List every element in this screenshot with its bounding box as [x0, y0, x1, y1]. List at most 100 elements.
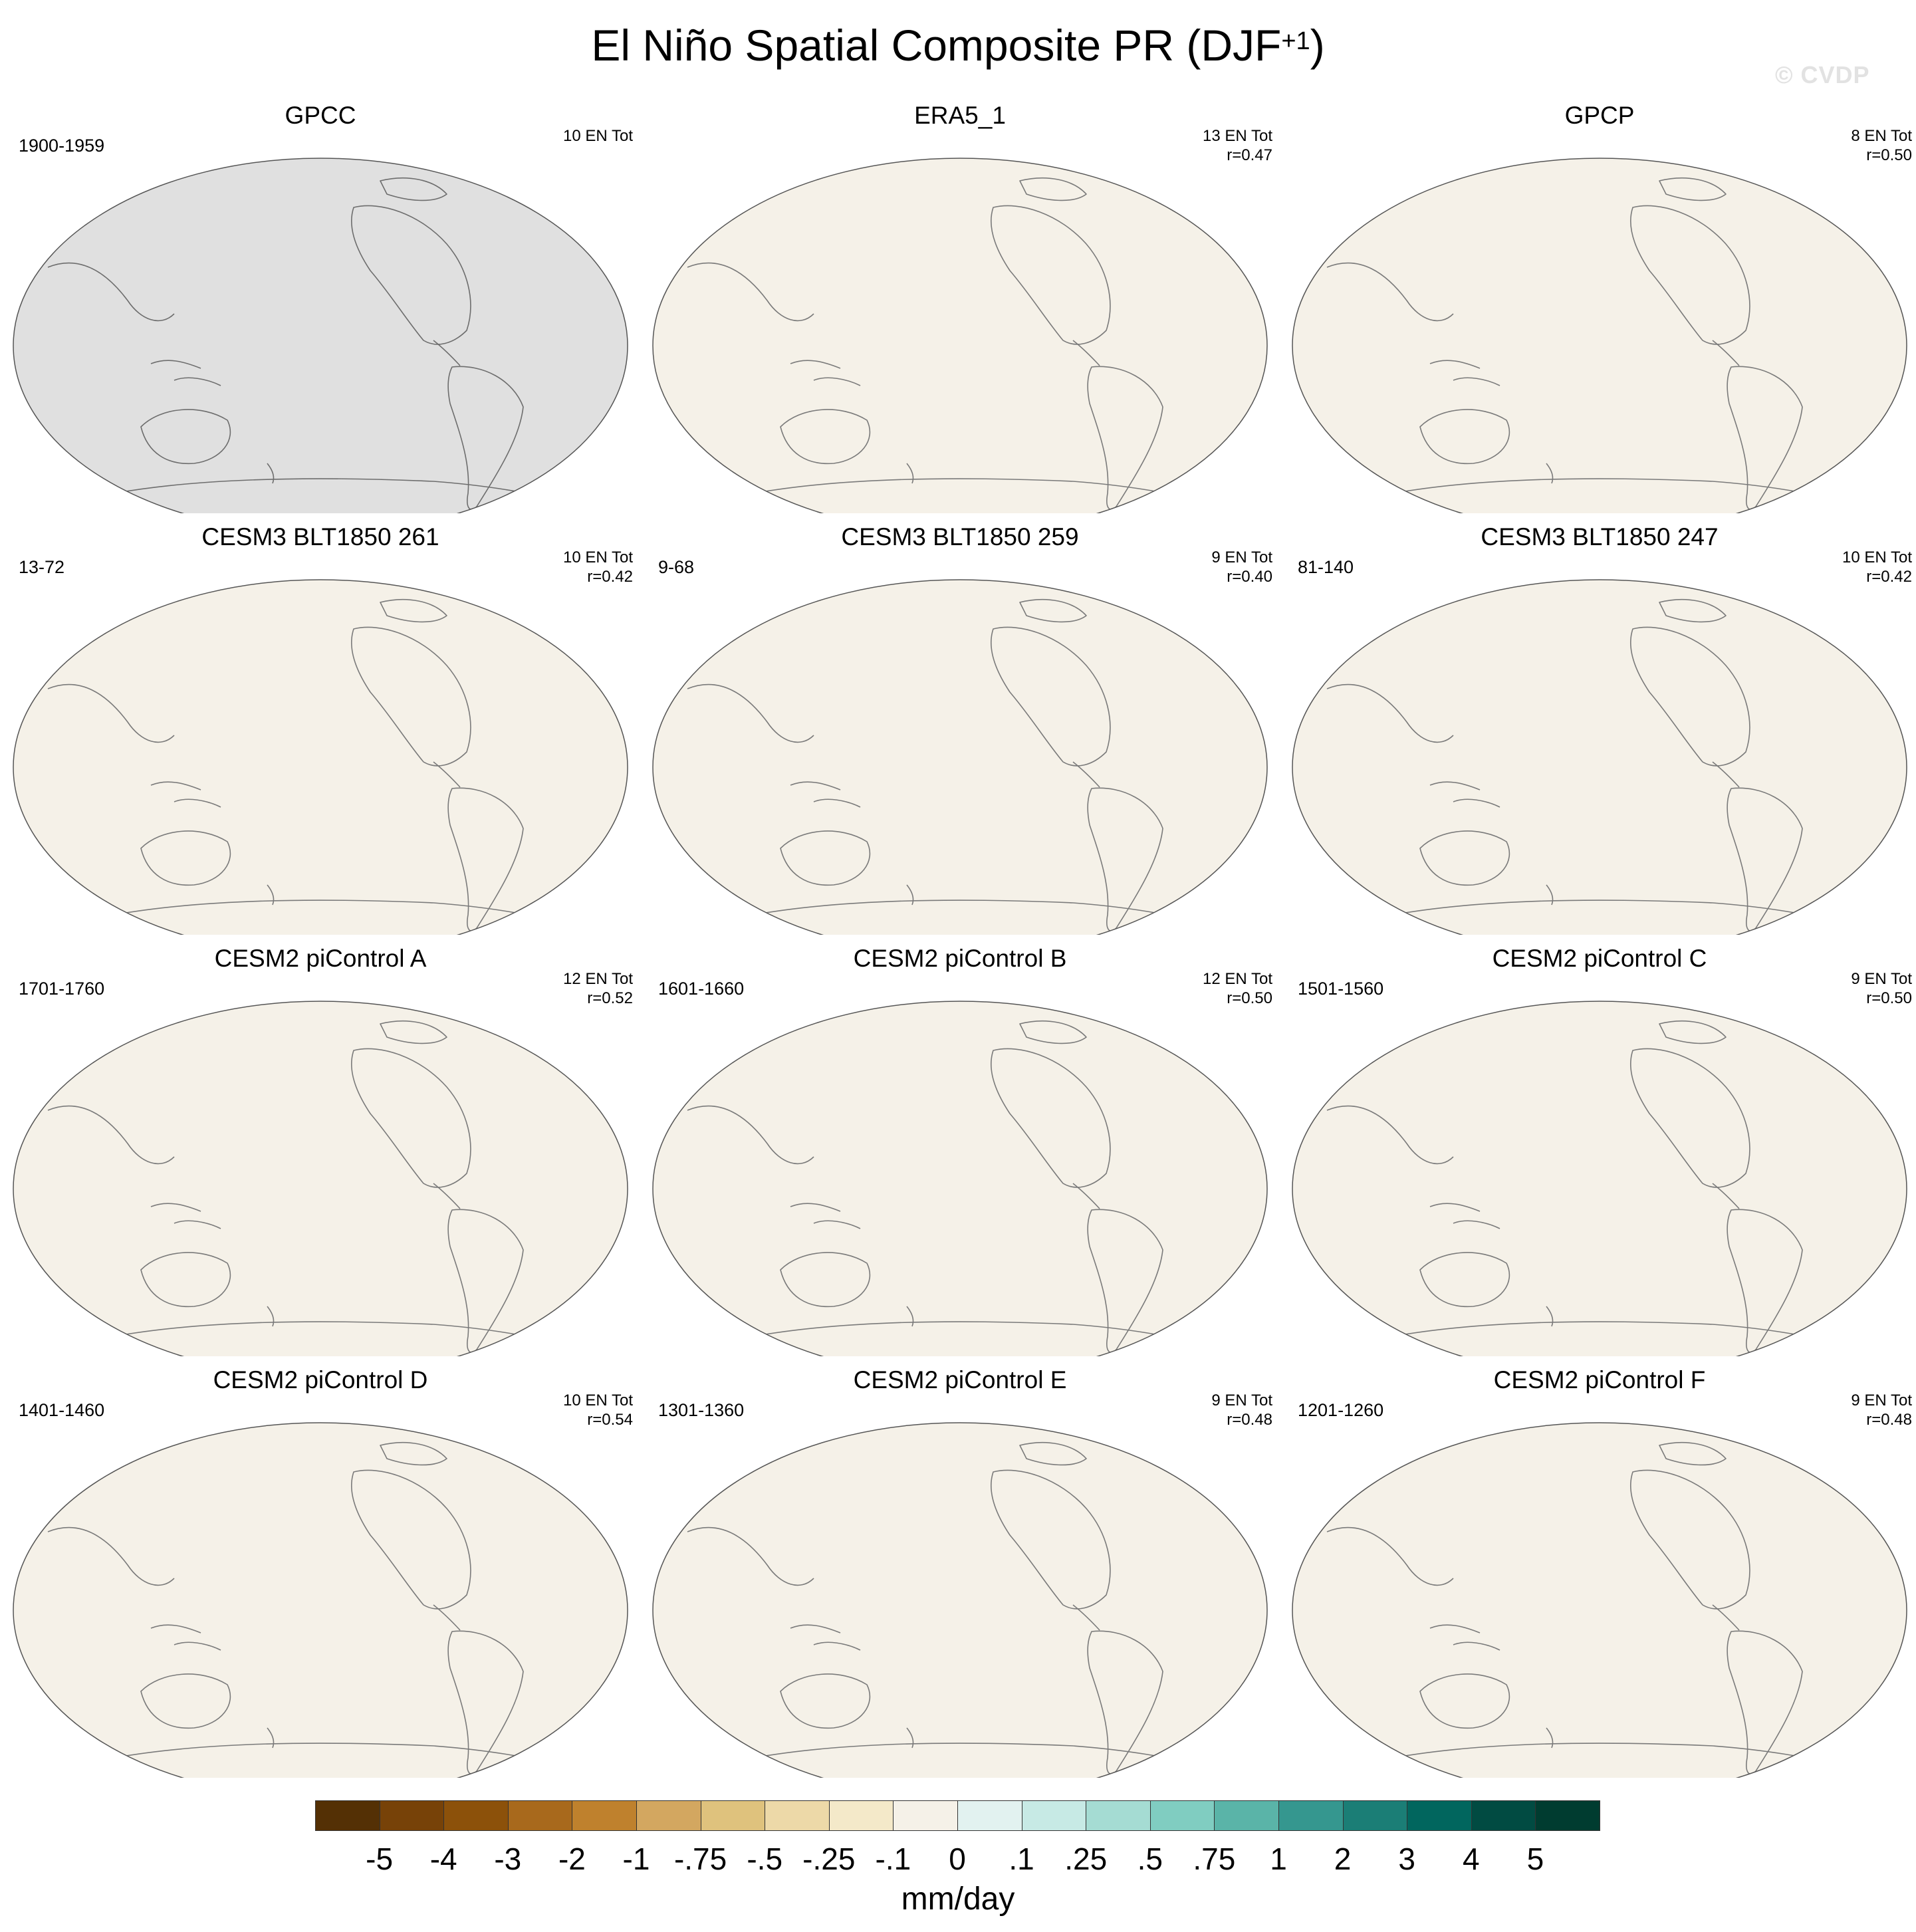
panel-years: 1701-1760 [19, 979, 105, 999]
panel-correlation: r=0.48 [1866, 1411, 1912, 1429]
map-plot [1292, 1422, 1907, 1778]
panel-correlation: r=0.47 [1227, 146, 1272, 164]
colorbar-units: mm/day [901, 1881, 1015, 1917]
panel-years: 1201-1260 [1298, 1400, 1384, 1420]
colorbar-box [1278, 1800, 1344, 1831]
colorbar-tick-label: 1 [1270, 1842, 1287, 1876]
panel-stats: 10 EN Tot r=0.54 [563, 1391, 633, 1429]
map-panel: CESM2 piControl F 1201-1260 9 EN Tot r=0.48 [1287, 1366, 1912, 1778]
panel-event-count: 10 EN Tot [1842, 548, 1912, 566]
panel-stats: 10 EN Tot [563, 126, 633, 146]
colorbar-tick-label: -3 [494, 1842, 522, 1876]
colorbar-tick-label: 5 [1526, 1842, 1544, 1876]
map-panel: CESM3 BLT1850 259 9-68 9 EN Tot r=0.40 [648, 523, 1272, 935]
colorbar-box [1149, 1800, 1215, 1831]
colorbar-box [700, 1800, 766, 1831]
colorbar-box [572, 1800, 637, 1831]
panel-stats: 10 EN Tot r=0.42 [1842, 548, 1912, 586]
panel-stats: 8 EN Tot r=0.50 [1851, 126, 1912, 165]
colorbar-tick-label: -.75 [673, 1842, 727, 1876]
colorbar-tick-label: 0 [949, 1842, 966, 1876]
map-plot [652, 158, 1268, 513]
panel-years: 1900-1959 [19, 136, 105, 156]
colorbar-tick-label: -2 [558, 1842, 586, 1876]
colorbar-box [828, 1800, 894, 1831]
panel-title: CESM2 piControl C [1492, 945, 1707, 972]
figure-title-text: El Niño Spatial Composite PR (DJF [591, 21, 1282, 70]
colorbar-tick-label: .5 [1137, 1842, 1163, 1876]
map-panel: CESM2 piControl D 1401-1460 10 EN Tot r=0.5… [8, 1366, 633, 1778]
colorbar-box [315, 1800, 380, 1831]
colorbar-box [1086, 1800, 1151, 1831]
colorbar-tick-label: 3 [1398, 1842, 1415, 1876]
panel-title: GPCP [1564, 102, 1635, 129]
figure-title-end: ) [1310, 21, 1325, 70]
panel-years: 9-68 [658, 557, 695, 577]
map-panel: GPCC 1900-1959 10 EN Tot [8, 101, 633, 513]
panel-correlation: r=0.54 [587, 1411, 633, 1429]
panel-event-count: 10 EN Tot [563, 1391, 633, 1409]
colorbar-box [1407, 1800, 1472, 1831]
panel-stats: 13 EN Tot r=0.47 [1203, 126, 1272, 165]
map-plot [13, 1001, 628, 1356]
colorbar-box [1021, 1800, 1087, 1831]
panel-title: ERA5_1 [914, 102, 1006, 129]
map-plot [13, 1422, 628, 1778]
map-plot [13, 579, 628, 935]
panel-title: CESM2 piControl B [853, 945, 1067, 972]
colorbar-box [507, 1800, 573, 1831]
panel-correlation: r=0.52 [587, 989, 633, 1007]
panel-event-count: 9 EN Tot [1211, 548, 1272, 566]
panel-title: CESM2 piControl F [1493, 1366, 1706, 1393]
map-plot [652, 1001, 1268, 1356]
map-panel: GPCP 8 EN Tot r=0.50 [1287, 101, 1912, 513]
map-panel: CESM2 piControl E 1301-1360 9 EN Tot r=0.48 [648, 1366, 1272, 1778]
panel-stats: 9 EN Tot r=0.40 [1211, 548, 1272, 586]
panel-event-count: 13 EN Tot [1203, 127, 1272, 145]
panel-event-count: 9 EN Tot [1851, 970, 1912, 988]
map-panel: ERA5_1 13 EN Tot r=0.47 [648, 101, 1272, 513]
panel-years: 13-72 [19, 557, 65, 577]
panel-correlation: r=0.50 [1227, 989, 1272, 1007]
colorbar-box [1471, 1800, 1536, 1831]
panel-years: 1301-1360 [658, 1400, 745, 1420]
panel-years: 81-140 [1298, 557, 1354, 577]
map-panel: CESM2 piControl B 1601-1660 12 EN Tot r=0.5… [648, 944, 1272, 1356]
colorbar-box [1342, 1800, 1408, 1831]
panel-title: CESM2 piControl D [213, 1366, 428, 1393]
panel-years: 1601-1660 [658, 979, 745, 999]
panel-event-count: 9 EN Tot [1851, 1391, 1912, 1409]
colorbar-tick-label: .75 [1193, 1842, 1236, 1876]
colorbar-box [443, 1800, 509, 1831]
colorbar-tick-label: -4 [429, 1842, 457, 1876]
colorbar-tick-label: -.25 [802, 1842, 856, 1876]
colorbar-tick-label: .25 [1064, 1842, 1108, 1876]
colorbar-box [957, 1800, 1022, 1831]
colorbar-box [893, 1800, 958, 1831]
watermark: © CVDP [1775, 61, 1870, 88]
colorbar-box [1535, 1800, 1600, 1831]
colorbar-box [1214, 1800, 1279, 1831]
map-plot [652, 1422, 1268, 1778]
colorbar-tick-label: -.5 [747, 1842, 783, 1876]
panel-event-count: 10 EN Tot [563, 127, 633, 145]
panel-correlation: r=0.50 [1866, 146, 1912, 164]
panel-correlation: r=0.42 [1866, 568, 1912, 586]
colorbar-box [636, 1800, 701, 1831]
colorbar-tick-label: -5 [366, 1842, 394, 1876]
map-plot [652, 579, 1268, 935]
panel-years: 1501-1560 [1298, 979, 1384, 999]
map-panel: CESM3 BLT1850 247 81-140 10 EN Tot r=0.42 [1287, 523, 1912, 935]
panel-title: CESM2 piControl A [214, 945, 427, 972]
panel-event-count: 8 EN Tot [1851, 127, 1912, 145]
panel-stats: 12 EN Tot r=0.52 [563, 969, 633, 1008]
panel-correlation: r=0.50 [1866, 989, 1912, 1007]
panel-title: CESM3 BLT1850 259 [841, 523, 1079, 550]
panel-years: 1401-1460 [19, 1400, 105, 1420]
panel-event-count: 12 EN Tot [563, 970, 633, 988]
colorbar-tick-label: -1 [622, 1842, 650, 1876]
map-panel: CESM3 BLT1850 261 13-72 10 EN Tot r=0.42 [8, 523, 633, 935]
panel-title: CESM3 BLT1850 261 [201, 523, 439, 550]
panel-event-count: 12 EN Tot [1203, 970, 1272, 988]
colorbar-tick-label: -.1 [875, 1842, 911, 1876]
